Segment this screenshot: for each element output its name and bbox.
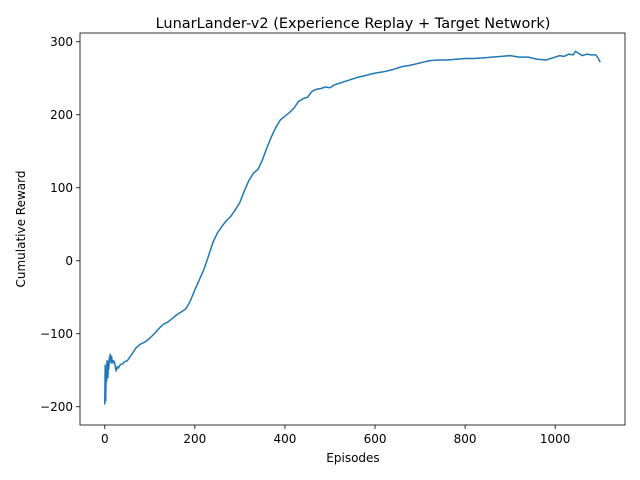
x-tick-label: 400 bbox=[273, 432, 296, 446]
series-line bbox=[104, 50, 601, 405]
plot-frame bbox=[79, 32, 626, 426]
y-tick-label: 100 bbox=[50, 181, 73, 195]
plot-area bbox=[79, 32, 626, 426]
y-tick-label: −100 bbox=[40, 327, 73, 341]
x-tick-label: 800 bbox=[454, 432, 477, 446]
x-tick-label: 1000 bbox=[540, 432, 571, 446]
x-tick-label: 600 bbox=[364, 432, 387, 446]
y-tick-label: −200 bbox=[40, 400, 73, 414]
y-tick-label: 300 bbox=[50, 35, 73, 49]
y-tick-label: 200 bbox=[50, 108, 73, 122]
y-axis-label: Cumulative Reward bbox=[14, 171, 28, 288]
x-axis: 0 200 400 600 800 1000 bbox=[101, 425, 571, 446]
chart-title: LunarLander-v2 (Experience Replay + Targ… bbox=[156, 16, 551, 32]
y-axis: −200 −100 0 100 200 300 bbox=[40, 35, 80, 414]
x-tick-label: 0 bbox=[101, 432, 109, 446]
x-tick-label: 200 bbox=[183, 432, 206, 446]
y-tick-label: 0 bbox=[65, 254, 73, 268]
x-axis-label: Episodes bbox=[326, 451, 379, 465]
